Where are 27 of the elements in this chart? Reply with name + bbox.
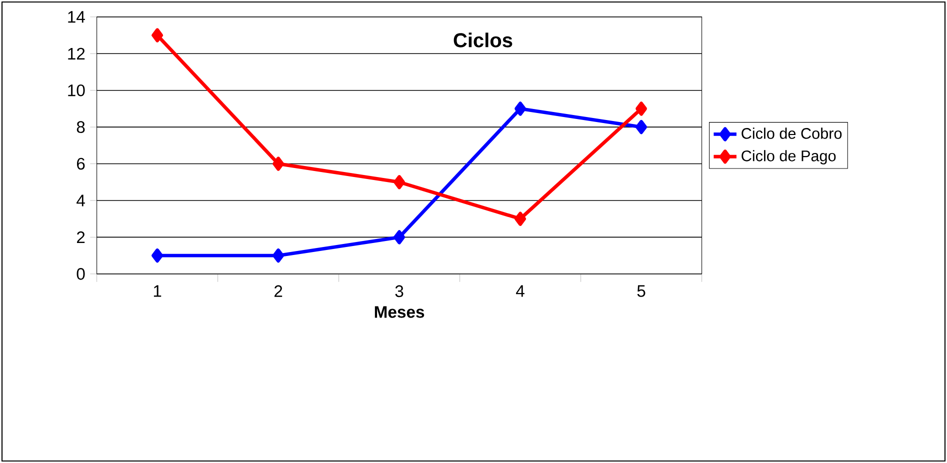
y-tick-label: 10 — [68, 84, 85, 96]
point — [636, 102, 648, 116]
x-tick-label: 3 — [395, 285, 404, 298]
point — [152, 28, 164, 42]
x-tick-label: 4 — [516, 285, 524, 297]
y-tick-label: 8 — [76, 121, 85, 133]
point — [272, 248, 284, 263]
point — [394, 175, 406, 190]
legend-label: Ciclo de Pago — [742, 150, 836, 164]
text: Ciclos — [454, 32, 512, 48]
y-tick-label: 2 — [76, 231, 85, 244]
y-tick-label: 4 — [76, 194, 85, 206]
point — [514, 102, 526, 116]
y-tick-label: 12 — [68, 48, 85, 60]
point — [514, 212, 526, 226]
legend-label: Ciclo de Cobro — [742, 128, 842, 139]
y-tick-label: 14 — [68, 11, 85, 23]
point — [394, 230, 406, 244]
x-tick-label: 2 — [274, 285, 282, 297]
point — [636, 120, 648, 134]
x-tick-label: 1 — [154, 285, 162, 297]
y-tick-label: 6 — [76, 158, 85, 170]
x-axis-title: Meses — [374, 306, 424, 318]
x-tick-label: 5 — [637, 285, 646, 297]
point — [272, 156, 284, 171]
point — [152, 248, 164, 263]
y-tick-label: 0 — [76, 268, 85, 280]
